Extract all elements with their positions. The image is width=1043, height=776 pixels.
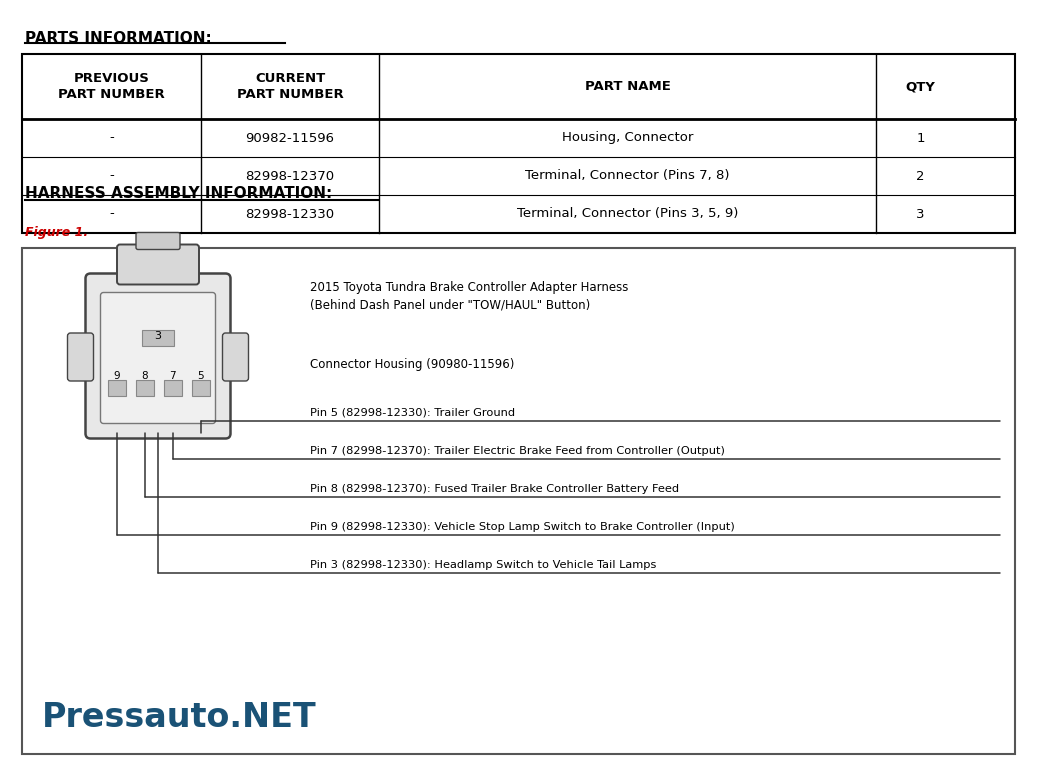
FancyBboxPatch shape — [100, 293, 216, 424]
Text: PARTS INFORMATION:: PARTS INFORMATION: — [25, 31, 212, 46]
Text: -: - — [110, 169, 114, 182]
Text: -: - — [110, 131, 114, 144]
Bar — [136, 380, 153, 396]
FancyBboxPatch shape — [222, 333, 248, 381]
FancyBboxPatch shape — [86, 273, 231, 438]
Bar — [107, 380, 125, 396]
Text: 3: 3 — [917, 207, 925, 220]
Text: Figure 1.: Figure 1. — [25, 226, 88, 239]
Text: Pin 9 (82998-12330): Vehicle Stop Lamp Switch to Brake Controller (Input): Pin 9 (82998-12330): Vehicle Stop Lamp S… — [310, 522, 734, 532]
FancyBboxPatch shape — [68, 333, 94, 381]
Text: QTY: QTY — [905, 80, 936, 93]
Text: PART NAME: PART NAME — [585, 80, 671, 93]
Text: Pressauto.NET: Pressauto.NET — [42, 701, 317, 734]
Text: 2: 2 — [917, 169, 925, 182]
Bar — [192, 380, 210, 396]
Text: CURRENT
PART NUMBER: CURRENT PART NUMBER — [237, 72, 343, 101]
Bar — [22, 248, 1015, 754]
Bar — [164, 380, 181, 396]
FancyBboxPatch shape — [117, 244, 199, 285]
Text: 1: 1 — [917, 131, 925, 144]
Text: Terminal, Connector (Pins 7, 8): Terminal, Connector (Pins 7, 8) — [526, 169, 730, 182]
Bar — [142, 330, 174, 346]
Text: -: - — [110, 207, 114, 220]
Text: 8: 8 — [141, 371, 148, 381]
Text: PREVIOUS
PART NUMBER: PREVIOUS PART NUMBER — [58, 72, 165, 101]
Text: Pin 3 (82998-12330): Headlamp Switch to Vehicle Tail Lamps: Pin 3 (82998-12330): Headlamp Switch to … — [310, 560, 656, 570]
Text: 82998-12330: 82998-12330 — [245, 207, 335, 220]
Text: Pin 5 (82998-12330): Trailer Ground: Pin 5 (82998-12330): Trailer Ground — [310, 408, 515, 418]
Text: 2015 Toyota Tundra Brake Controller Adapter Harness
(Behind Dash Panel under "TO: 2015 Toyota Tundra Brake Controller Adap… — [310, 281, 628, 312]
Text: Housing, Connector: Housing, Connector — [562, 131, 694, 144]
Text: 5: 5 — [197, 371, 203, 381]
Text: Connector Housing (90980-11596): Connector Housing (90980-11596) — [310, 358, 514, 371]
Text: Pin 8 (82998-12370): Fused Trailer Brake Controller Battery Feed: Pin 8 (82998-12370): Fused Trailer Brake… — [310, 484, 679, 494]
Text: 90982-11596: 90982-11596 — [245, 131, 335, 144]
Text: 9: 9 — [114, 371, 120, 381]
FancyBboxPatch shape — [136, 233, 180, 250]
Bar — [22, 54, 1015, 233]
Text: HARNESS ASSEMBLY INFORMATION:: HARNESS ASSEMBLY INFORMATION: — [25, 186, 333, 201]
Text: Pin 7 (82998-12370): Trailer Electric Brake Feed from Controller (Output): Pin 7 (82998-12370): Trailer Electric Br… — [310, 446, 725, 456]
Text: 7: 7 — [169, 371, 176, 381]
Text: 3: 3 — [154, 331, 162, 341]
Text: 82998-12370: 82998-12370 — [245, 169, 335, 182]
Text: Terminal, Connector (Pins 3, 5, 9): Terminal, Connector (Pins 3, 5, 9) — [517, 207, 738, 220]
